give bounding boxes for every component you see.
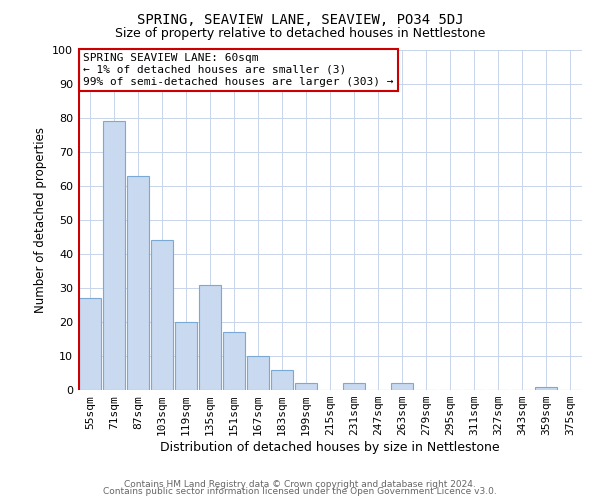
Bar [343, 383, 365, 390]
Bar [79, 298, 101, 390]
Text: Contains HM Land Registry data © Crown copyright and database right 2024.: Contains HM Land Registry data © Crown c… [124, 480, 476, 489]
Bar [535, 386, 557, 390]
Bar [127, 176, 149, 390]
X-axis label: Distribution of detached houses by size in Nettlestone: Distribution of detached houses by size … [160, 441, 500, 454]
Y-axis label: Number of detached properties: Number of detached properties [34, 127, 47, 313]
Bar [175, 322, 197, 390]
Bar [295, 383, 317, 390]
Bar [247, 356, 269, 390]
Bar [151, 240, 173, 390]
Bar [199, 284, 221, 390]
Text: SPRING, SEAVIEW LANE, SEAVIEW, PO34 5DJ: SPRING, SEAVIEW LANE, SEAVIEW, PO34 5DJ [137, 12, 463, 26]
Text: Contains public sector information licensed under the Open Government Licence v3: Contains public sector information licen… [103, 488, 497, 496]
Bar [271, 370, 293, 390]
Bar [223, 332, 245, 390]
Bar [103, 122, 125, 390]
Text: Size of property relative to detached houses in Nettlestone: Size of property relative to detached ho… [115, 28, 485, 40]
Bar [391, 383, 413, 390]
Text: SPRING SEAVIEW LANE: 60sqm
← 1% of detached houses are smaller (3)
99% of semi-d: SPRING SEAVIEW LANE: 60sqm ← 1% of detac… [83, 54, 394, 86]
